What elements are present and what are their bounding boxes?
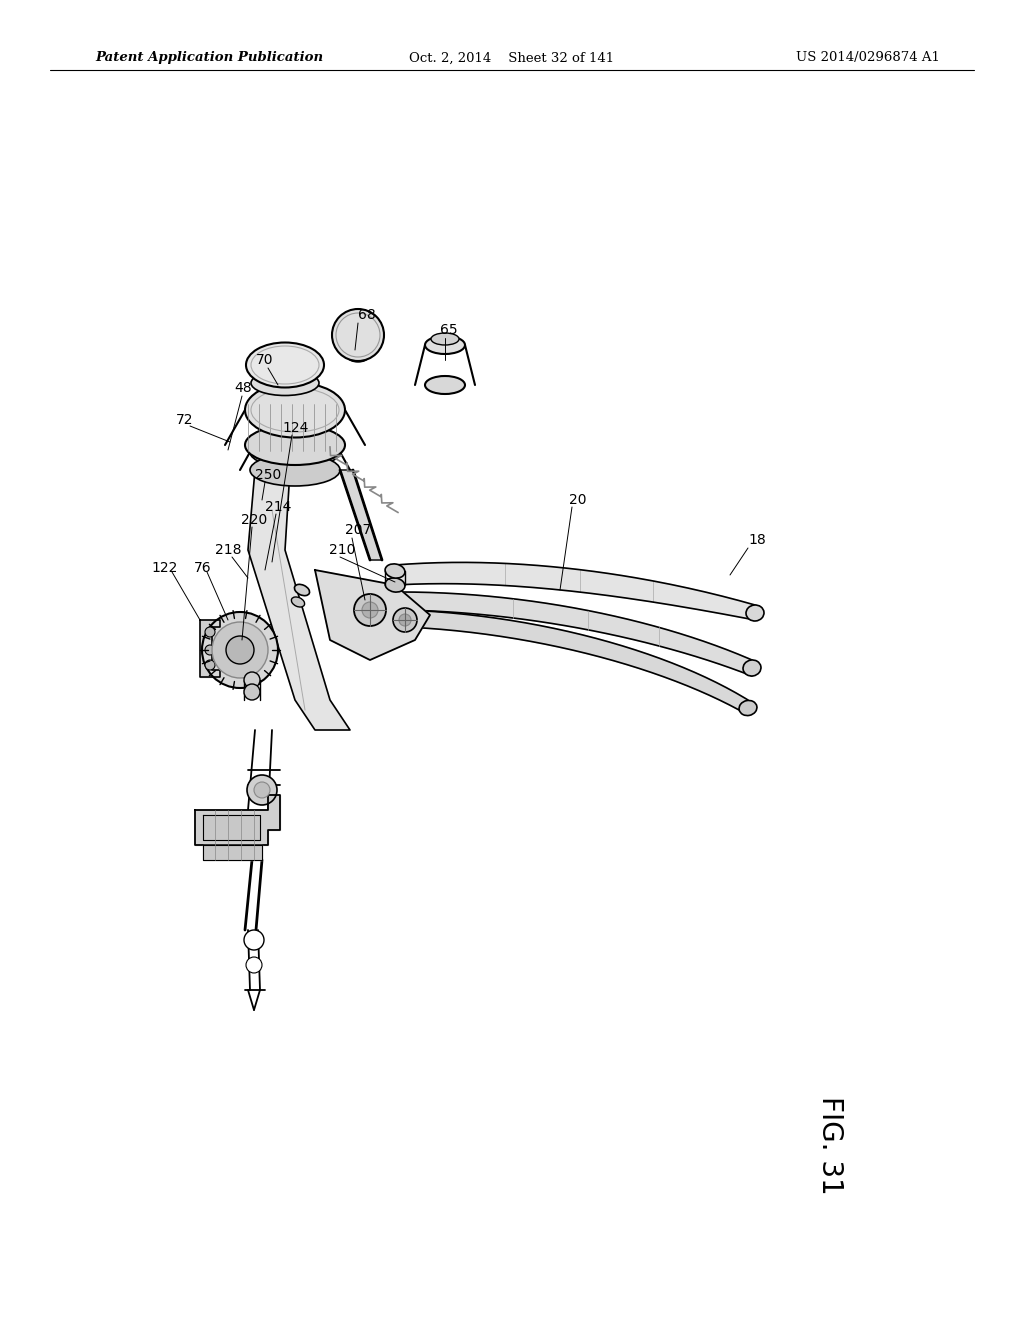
Polygon shape <box>400 591 752 676</box>
Text: Patent Application Publication: Patent Application Publication <box>95 51 324 65</box>
Circle shape <box>244 672 260 688</box>
Text: 48: 48 <box>234 381 252 395</box>
Ellipse shape <box>292 597 304 607</box>
Circle shape <box>205 627 215 638</box>
Ellipse shape <box>385 564 404 578</box>
Ellipse shape <box>746 605 764 620</box>
Text: 76: 76 <box>195 561 212 576</box>
Circle shape <box>244 931 264 950</box>
Text: US 2014/0296874 A1: US 2014/0296874 A1 <box>796 51 940 65</box>
Polygon shape <box>200 620 220 677</box>
Ellipse shape <box>246 342 324 388</box>
Ellipse shape <box>385 578 404 593</box>
Text: 214: 214 <box>265 500 291 513</box>
Ellipse shape <box>348 352 368 362</box>
Ellipse shape <box>332 309 384 360</box>
Text: 207: 207 <box>345 523 371 537</box>
Ellipse shape <box>739 701 757 715</box>
Text: 68: 68 <box>358 308 376 322</box>
Ellipse shape <box>431 333 459 345</box>
Ellipse shape <box>743 660 761 676</box>
Polygon shape <box>315 570 430 660</box>
Circle shape <box>205 660 215 671</box>
Circle shape <box>254 781 270 799</box>
Polygon shape <box>203 845 262 861</box>
Polygon shape <box>340 470 382 560</box>
Ellipse shape <box>245 383 345 437</box>
Text: 250: 250 <box>255 469 282 482</box>
Polygon shape <box>195 795 280 845</box>
Ellipse shape <box>251 371 319 396</box>
Polygon shape <box>248 470 350 730</box>
Circle shape <box>354 594 386 626</box>
Circle shape <box>247 775 278 805</box>
Circle shape <box>244 684 260 700</box>
Circle shape <box>205 645 215 655</box>
Polygon shape <box>203 814 260 840</box>
Ellipse shape <box>295 585 309 595</box>
Ellipse shape <box>425 376 465 393</box>
Ellipse shape <box>250 454 340 486</box>
Text: 65: 65 <box>440 323 458 337</box>
Ellipse shape <box>425 337 465 354</box>
Circle shape <box>212 622 268 678</box>
Ellipse shape <box>250 436 340 469</box>
Polygon shape <box>406 610 748 715</box>
Text: 20: 20 <box>569 492 587 507</box>
Text: 72: 72 <box>176 413 194 426</box>
Circle shape <box>246 957 262 973</box>
Circle shape <box>226 636 254 664</box>
Text: FIG. 31: FIG. 31 <box>816 1096 844 1195</box>
Circle shape <box>393 609 417 632</box>
Ellipse shape <box>245 425 345 465</box>
Circle shape <box>202 612 278 688</box>
Text: 70: 70 <box>256 352 273 367</box>
Text: 220: 220 <box>241 513 267 527</box>
Text: 18: 18 <box>749 533 766 546</box>
Text: Oct. 2, 2014    Sheet 32 of 141: Oct. 2, 2014 Sheet 32 of 141 <box>410 51 614 65</box>
Polygon shape <box>395 562 755 620</box>
Circle shape <box>362 602 378 618</box>
Text: 218: 218 <box>215 543 242 557</box>
Circle shape <box>399 614 411 626</box>
Text: 122: 122 <box>152 561 178 576</box>
Text: 124: 124 <box>283 421 309 436</box>
Text: 210: 210 <box>329 543 355 557</box>
